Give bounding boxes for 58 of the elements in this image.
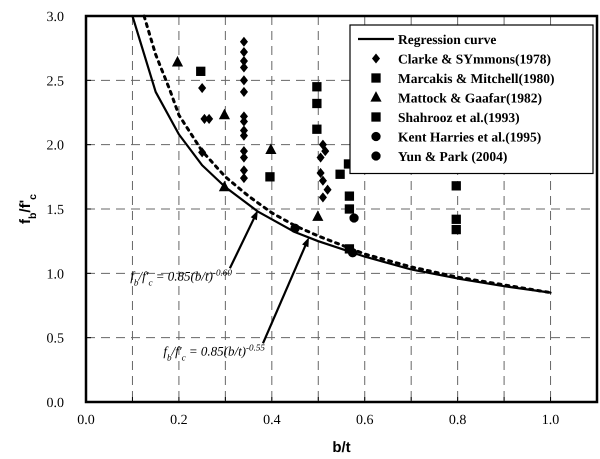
point: [240, 37, 248, 46]
point: [240, 76, 248, 85]
legend-label: Clarke & SYmmons(1978): [398, 52, 551, 66]
legend-label: Marcakis & Mitchell(1980): [398, 71, 554, 86]
y-tick-label: 0.5: [46, 332, 64, 347]
point: [324, 185, 332, 194]
point: [344, 191, 354, 201]
point: [196, 66, 206, 76]
point: [198, 148, 206, 158]
x-tick-label: 0.0: [77, 413, 95, 428]
legend-label: Kent Harries et al.(1995): [398, 130, 542, 144]
point: [316, 168, 324, 178]
point: [240, 62, 248, 72]
point: [240, 166, 248, 176]
y-tick-label: 1.5: [46, 203, 64, 218]
legend-label: Yun & Park (2004): [398, 149, 508, 164]
x-tick-label: 0.8: [448, 413, 466, 428]
y-tick-label: 3.0: [46, 10, 64, 25]
point: [240, 152, 248, 162]
x-tick-label: 0.4: [263, 413, 281, 428]
point: [198, 83, 206, 93]
y-tick-label: 2.5: [46, 74, 64, 90]
point: [452, 214, 461, 224]
point: [219, 109, 230, 120]
point: [344, 204, 354, 214]
legend-label: Regression curve: [398, 32, 496, 47]
point: [219, 181, 230, 192]
y-tick-label: 0.0: [46, 396, 64, 411]
point: [312, 98, 322, 108]
point: [335, 170, 345, 179]
legend-label: Shahrooz et al.(1993): [398, 110, 520, 125]
point: [205, 114, 213, 124]
point: [172, 56, 183, 66]
x-tick-label: 0.6: [356, 413, 374, 428]
point: [319, 176, 327, 186]
point: [319, 140, 327, 150]
point: [265, 172, 275, 182]
point: [312, 82, 322, 92]
point: [266, 144, 276, 154]
point: [290, 224, 300, 233]
legend-label: Mattock & Gaafar(1982): [398, 90, 542, 106]
point: [319, 192, 327, 202]
point: [312, 124, 322, 134]
point: [240, 47, 248, 57]
point: [349, 213, 359, 223]
y-tick-label: 1.0: [46, 267, 64, 282]
point: [312, 211, 323, 221]
x-axis-title: b/t: [332, 439, 351, 456]
point: [240, 173, 248, 183]
point: [240, 87, 248, 97]
point: [452, 224, 461, 234]
point: [452, 181, 461, 190]
point: [316, 152, 324, 162]
point: [321, 146, 330, 156]
x-tick-label: 1.0: [542, 413, 560, 428]
x-tick-label: 0.2: [170, 413, 188, 428]
y-tick-label: 2.0: [46, 138, 64, 154]
point: [348, 248, 358, 258]
